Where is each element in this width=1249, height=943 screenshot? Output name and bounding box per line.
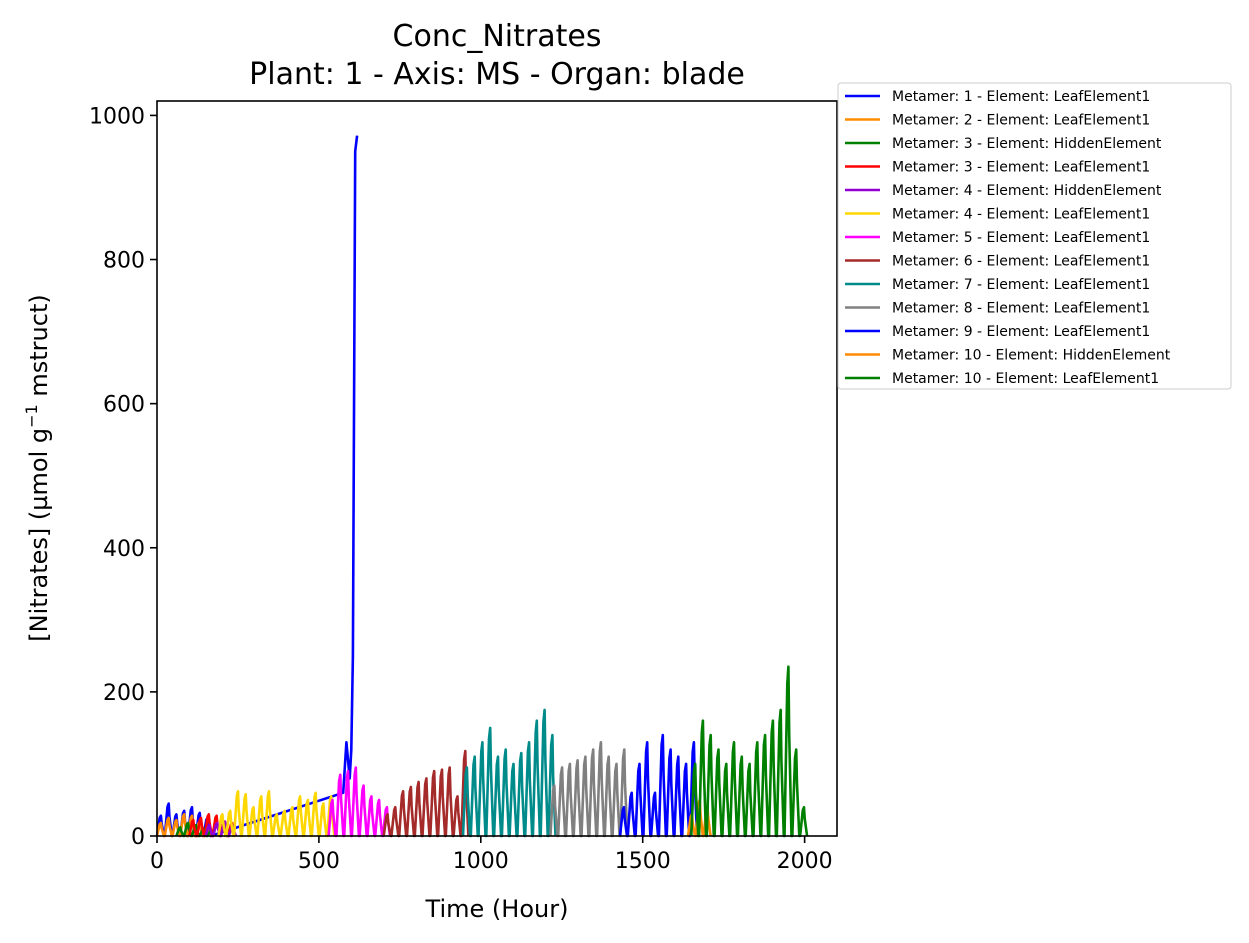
x-tick-label: 0	[150, 849, 164, 874]
legend-label: Metamer: 3 - Element: HiddenElement	[892, 136, 1162, 152]
x-tick-label: 1000	[453, 849, 509, 874]
series-line-13	[690, 665, 809, 838]
y-tick-label: 0	[131, 825, 145, 850]
series-layer	[155, 135, 809, 838]
legend-label: Metamer: 2 - Element: LeafElement1	[892, 113, 1150, 129]
x-axis-label: Time (Hour)	[425, 895, 569, 923]
legend-label: Metamer: 1 - Element: LeafElement1	[892, 89, 1150, 105]
y-axis-label-sup: −1	[22, 404, 41, 428]
y-tick-label: 400	[103, 537, 145, 562]
legend-label: Metamer: 8 - Element: LeafElement1	[892, 301, 1150, 317]
series-line-10	[549, 741, 629, 838]
series-line-11	[618, 733, 699, 838]
chart-subtitle: Plant: 1 - Axis: MS - Organ: blade	[249, 57, 745, 92]
series-line-6	[217, 790, 336, 838]
series-line-9	[461, 708, 557, 838]
series-line-8	[382, 749, 470, 838]
y-axis-label-suffix: mstruct)	[25, 294, 53, 404]
legend-label: Metamer: 5 - Element: LeafElement1	[892, 230, 1150, 246]
plot-frame	[156, 100, 838, 837]
y-axis-label-prefix: [Nitrates] (µmol g	[25, 428, 53, 642]
legend-box	[837, 82, 1232, 390]
x-tick-label: 1500	[615, 849, 671, 874]
y-tick-label: 600	[103, 393, 145, 418]
legend-label: Metamer: 4 - Element: HiddenElement	[892, 183, 1162, 199]
legend-label: Metamer: 4 - Element: LeafElement1	[892, 207, 1150, 223]
legend-label: Metamer: 7 - Element: LeafElement1	[892, 277, 1150, 293]
legend-label: Metamer: 10 - Element: LeafElement1	[892, 371, 1159, 387]
series-line-1	[155, 135, 359, 838]
legend: Metamer: 1 - Element: LeafElement1 Metame…	[837, 82, 1232, 390]
y-tick-label: 800	[103, 249, 145, 274]
chart-title: Conc_Nitrates	[393, 19, 602, 54]
y-axis-label: [Nitrates] (µmol g−1 mstruct)	[22, 294, 53, 641]
legend-label: Metamer: 6 - Element: LeafElement1	[892, 254, 1150, 270]
legend-label: Metamer: 3 - Element: LeafElement1	[892, 160, 1150, 176]
y-tick-label: 200	[103, 681, 145, 706]
y-tick-label: 1000	[89, 104, 145, 129]
legend-label: Metamer: 9 - Element: LeafElement1	[892, 324, 1150, 340]
x-tick-label: 2000	[777, 849, 833, 874]
x-tick-label: 500	[298, 849, 340, 874]
series-line-7	[327, 766, 392, 838]
axes-layer: 0 500 1000 1500 2000 0 200 400 600 800 1000	[89, 104, 833, 874]
legend-label: Metamer: 10 - Element: HiddenElement	[892, 348, 1171, 364]
